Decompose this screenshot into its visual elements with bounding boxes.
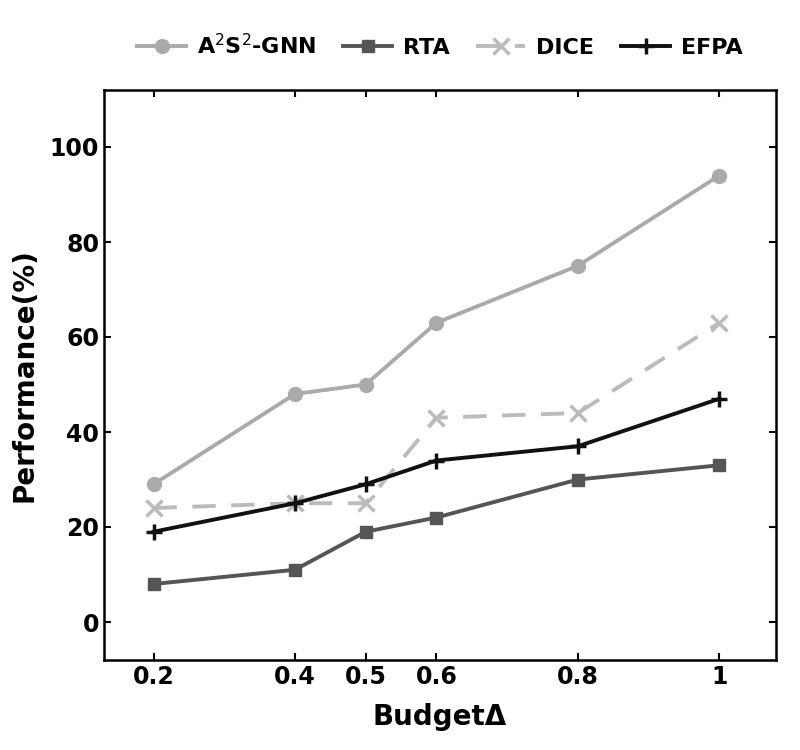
Y-axis label: Performance(%): Performance(%) xyxy=(10,248,38,502)
X-axis label: BudgetΔ: BudgetΔ xyxy=(373,703,507,730)
Legend: A$^2$S$^2$-GNN, RTA, DICE, EFPA: A$^2$S$^2$-GNN, RTA, DICE, EFPA xyxy=(128,24,752,68)
